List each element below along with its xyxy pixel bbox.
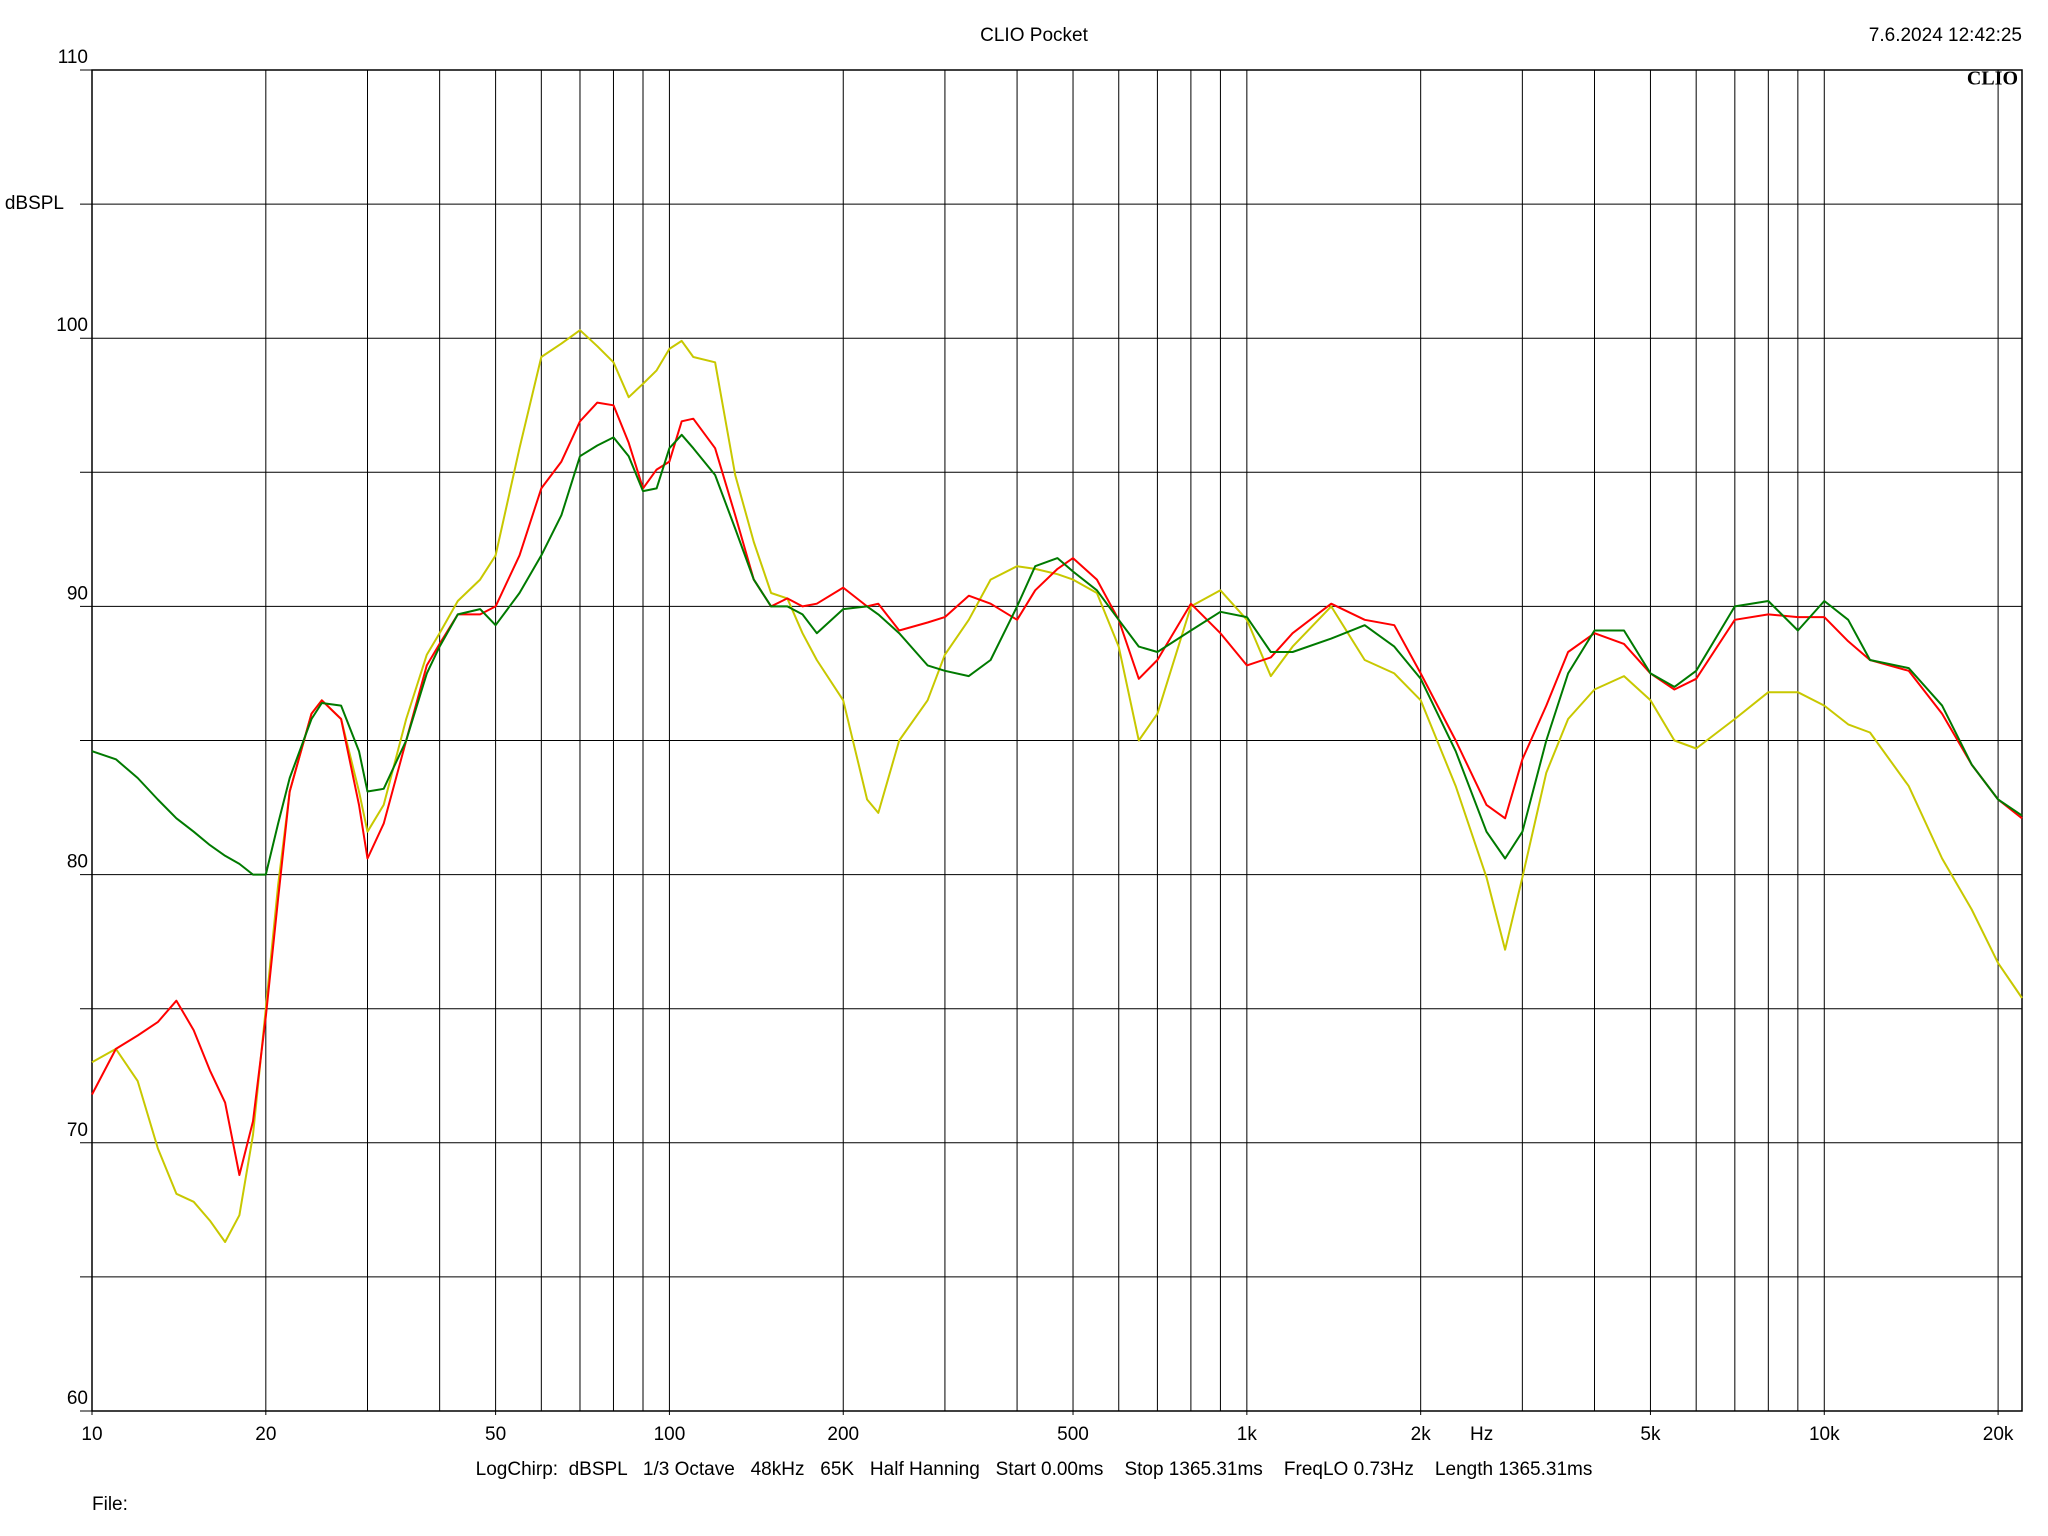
y-axis-label: dBSPL — [5, 193, 64, 214]
x-tick-label: 50 — [485, 1424, 506, 1445]
timestamp: 7.6.2024 12:42:25 — [1869, 25, 2022, 46]
x-tick-label: 200 — [827, 1424, 859, 1445]
x-tick-label: 20k — [1983, 1424, 2014, 1445]
x-tick-label: 100 — [654, 1424, 686, 1445]
y-tick-label: 100 — [56, 315, 88, 336]
plot-frame — [91, 69, 2023, 1412]
x-tick-label: 5k — [1640, 1424, 1661, 1445]
y-tick-label: 90 — [67, 583, 88, 604]
y-tick-label: 80 — [67, 852, 88, 873]
logo: CLIO — [1967, 68, 2018, 90]
x-tick-label: 20 — [255, 1424, 276, 1445]
y-tick-label: 70 — [67, 1120, 88, 1141]
y-tick-label: 110 — [58, 47, 88, 68]
series-line — [91, 433, 2023, 876]
x-tick-label: 10k — [1809, 1424, 1840, 1445]
y-tick-label: 60 — [67, 1388, 88, 1409]
x-tick-label: 500 — [1057, 1424, 1089, 1445]
footer: LogChirp: dBSPL 1/3 Octave 48kHz 65K Hal… — [476, 1459, 1593, 1480]
x-tick-label: 1k — [1237, 1424, 1258, 1445]
file-label: File: — [92, 1494, 128, 1515]
x-axis-label: Hz — [1470, 1424, 1493, 1445]
x-tick-label: 10 — [81, 1424, 102, 1445]
chart-title: CLIO Pocket — [980, 25, 1088, 46]
x-tick-label: 2k — [1411, 1424, 1432, 1445]
